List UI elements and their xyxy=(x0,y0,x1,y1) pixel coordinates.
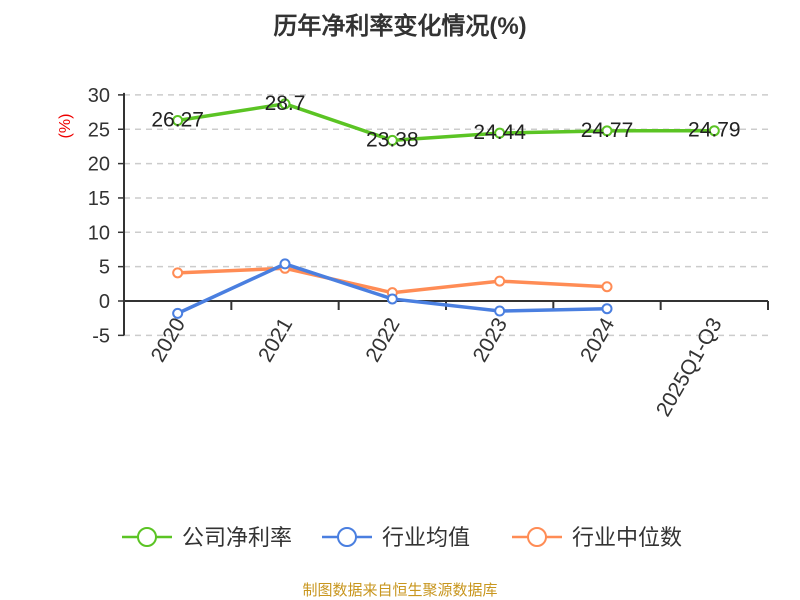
data-label: 24.44 xyxy=(473,121,526,144)
x-tick-label: 2021 xyxy=(254,314,297,366)
data-point xyxy=(601,281,613,293)
data-point xyxy=(494,305,506,317)
x-tick-label: 2025Q1-Q3 xyxy=(652,314,727,421)
data-label: 24.77 xyxy=(581,119,634,142)
y-axis-label: (%) xyxy=(57,114,74,139)
data-point xyxy=(601,125,613,137)
y-tick-label: -5 xyxy=(92,325,110,347)
y-tick-label: 25 xyxy=(88,119,110,141)
data-point xyxy=(494,275,506,287)
x-tick-label: 2023 xyxy=(469,314,512,366)
x-tick-label: 2022 xyxy=(361,314,404,366)
data-point xyxy=(172,115,184,127)
data-point xyxy=(494,127,506,139)
y-tick-label: 0 xyxy=(99,291,110,313)
data-point xyxy=(279,98,291,110)
legend-marker xyxy=(527,527,547,547)
y-tick-label: 15 xyxy=(88,188,110,210)
legend-label: 公司净利率 xyxy=(182,525,292,550)
series-line xyxy=(177,102,715,143)
y-tick-label: 10 xyxy=(88,222,110,244)
y-tick-label: 30 xyxy=(88,85,110,107)
data-point xyxy=(386,134,398,146)
source-note: 制图数据来自恒生聚源数据库 xyxy=(302,582,498,599)
data-point xyxy=(172,307,184,319)
chart-title: 历年净利率变化情况(%) xyxy=(273,13,527,40)
data-point xyxy=(708,125,720,137)
legend-label: 行业均值 xyxy=(382,525,470,550)
y-tick-label: 5 xyxy=(99,257,110,279)
y-tick-label: 20 xyxy=(88,154,110,176)
x-tick-label: 2020 xyxy=(147,314,190,366)
data-label: 23.38 xyxy=(366,128,419,151)
legend-marker xyxy=(337,527,357,547)
legend-marker xyxy=(137,527,157,547)
data-point xyxy=(172,267,184,279)
data-label: 26.27 xyxy=(151,109,204,132)
legend-label: 行业中位数 xyxy=(572,525,682,550)
data-label: 28.7 xyxy=(265,92,306,115)
data-point xyxy=(279,258,291,270)
data-label: 24.79 xyxy=(688,119,741,142)
data-point xyxy=(601,303,613,315)
data-point xyxy=(386,293,398,305)
x-tick-label: 2024 xyxy=(576,314,619,366)
